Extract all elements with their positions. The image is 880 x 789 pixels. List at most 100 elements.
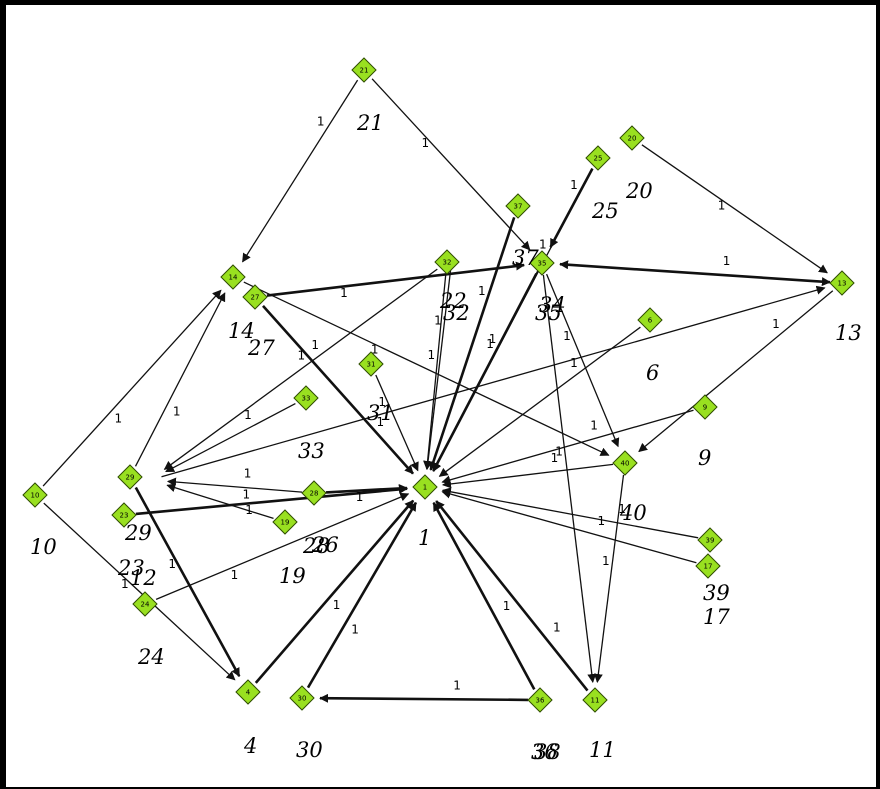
node-diamond-20[interactable] — [619, 125, 645, 151]
node-label-17: 17 — [703, 605, 730, 629]
node-diamond-35[interactable] — [529, 250, 555, 276]
node-id-text-30: 30 — [298, 695, 307, 703]
node-36[interactable]: 36 — [527, 687, 553, 713]
node-21[interactable]: 21 — [351, 57, 377, 83]
node-id-text-13: 13 — [838, 280, 847, 288]
node-32[interactable]: 32 — [434, 249, 460, 275]
edge-weight-4-1: 1 — [333, 598, 341, 612]
node-diamond-13[interactable] — [829, 270, 855, 296]
edge-40-to-11 — [593, 474, 625, 683]
edge-weight-35-40: 1 — [563, 329, 571, 343]
node-id-text-9: 9 — [703, 404, 707, 412]
node-11[interactable]: 11 — [582, 687, 608, 713]
node-id-text-27: 27 — [251, 294, 260, 302]
node-label-21: 21 — [356, 111, 384, 135]
edge-36-to-30 — [319, 693, 529, 703]
node-37[interactable]: 37 — [505, 193, 531, 219]
node-20[interactable]: 20 — [619, 125, 645, 151]
node-diamond-33[interactable] — [293, 385, 319, 411]
node-diamond-4[interactable] — [235, 679, 261, 705]
node-40[interactable]: 40 — [612, 450, 638, 476]
node-label-12: 12 — [130, 566, 157, 590]
node-diamond-28[interactable] — [301, 480, 327, 506]
node-label-40: 40 — [619, 501, 647, 525]
node-diamond-39[interactable] — [697, 527, 723, 553]
edges-layer — [42, 78, 834, 703]
edge-weight-14-40: 1 — [371, 343, 379, 357]
node-diamond-19[interactable] — [272, 509, 298, 535]
edge-weight-6-1: 1 — [570, 356, 578, 370]
node-diamond-25[interactable] — [585, 145, 611, 171]
node-35[interactable]: 35 — [529, 250, 555, 276]
edge-33-to-12 — [165, 403, 296, 473]
node-diamond-17[interactable] — [695, 553, 721, 579]
node-id-text-37: 37 — [514, 203, 523, 211]
node-diamond-37[interactable] — [505, 193, 531, 219]
node-24[interactable]: 24 — [132, 591, 158, 617]
node-diamond-23[interactable] — [111, 502, 137, 528]
edge-20-to-13 — [641, 144, 828, 274]
node-31[interactable]: 31 — [358, 351, 384, 377]
edge-31-to-1 — [375, 374, 419, 472]
node-labels-layer: 1469101112131417192021222324252627282930… — [30, 111, 862, 764]
node-id-text-25: 25 — [594, 155, 603, 163]
edge-37-to-1 — [428, 216, 516, 471]
node-diamond-14[interactable] — [220, 264, 246, 290]
node-label-22: 22 — [439, 289, 467, 313]
node-diamond-11[interactable] — [582, 687, 608, 713]
node-diamond-40[interactable] — [612, 450, 638, 476]
node-33[interactable]: 33 — [293, 385, 319, 411]
node-label-36: 36 — [531, 740, 558, 764]
node-label-13: 13 — [835, 321, 862, 345]
edge-weight-25-35: 1 — [570, 178, 578, 192]
edge-weight-40-11: 1 — [602, 554, 610, 568]
node-17[interactable]: 17 — [695, 553, 721, 579]
node-28[interactable]: 28 — [301, 480, 327, 506]
node-4[interactable]: 4 — [235, 679, 261, 705]
node-19[interactable]: 19 — [272, 509, 298, 535]
node-29[interactable]: 29 — [117, 464, 143, 490]
edge-24-to-1 — [155, 492, 410, 600]
edge-34-to-1 — [432, 265, 542, 472]
node-23[interactable]: 23 — [111, 502, 137, 528]
node-14[interactable]: 14 — [220, 264, 246, 290]
node-diamond-9[interactable] — [692, 394, 718, 420]
node-1[interactable]: 1 — [412, 474, 438, 500]
node-25[interactable]: 25 — [585, 145, 611, 171]
node-id-text-6: 6 — [648, 317, 653, 325]
node-label-9: 9 — [698, 446, 711, 470]
edge-weight-12-13: 1 — [377, 415, 385, 429]
node-diamond-30[interactable] — [289, 685, 315, 711]
node-id-text-36: 36 — [536, 697, 545, 705]
node-diamond-6[interactable] — [637, 307, 663, 333]
node-diamond-29[interactable] — [117, 464, 143, 490]
edge-weight-37-1: 1 — [478, 284, 486, 298]
node-27[interactable]: 27 — [242, 284, 268, 310]
node-13[interactable]: 13 — [829, 270, 855, 296]
node-id-text-14: 14 — [229, 274, 238, 282]
node-id-text-33: 33 — [302, 395, 311, 403]
edge-weight-35-11: 1 — [555, 444, 563, 458]
node-9[interactable]: 9 — [692, 394, 718, 420]
edge-10-to-4 — [43, 502, 236, 681]
node-diamond-27[interactable] — [242, 284, 268, 310]
edge-27-to-35 — [266, 261, 525, 297]
node-diamond-21[interactable] — [351, 57, 377, 83]
node-label-25: 25 — [591, 199, 619, 223]
node-diamond-31[interactable] — [358, 351, 384, 377]
node-30[interactable]: 30 — [289, 685, 315, 711]
node-diamond-1[interactable] — [412, 474, 438, 500]
edge-32-to-12 — [163, 268, 438, 470]
node-label-26: 26 — [311, 533, 339, 557]
node-diamond-32[interactable] — [434, 249, 460, 275]
edge-weight-17-1: 1 — [598, 514, 606, 528]
node-diamond-10[interactable] — [22, 482, 48, 508]
node-6[interactable]: 6 — [637, 307, 663, 333]
node-10[interactable]: 10 — [22, 482, 48, 508]
node-diamond-36[interactable] — [527, 687, 553, 713]
node-diamond-24[interactable] — [132, 591, 158, 617]
edge-weight-13-35: 1 — [723, 254, 731, 268]
node-39[interactable]: 39 — [697, 527, 723, 553]
node-label-39: 39 — [703, 581, 730, 605]
edge-weight-34-1: 1 — [489, 332, 497, 346]
